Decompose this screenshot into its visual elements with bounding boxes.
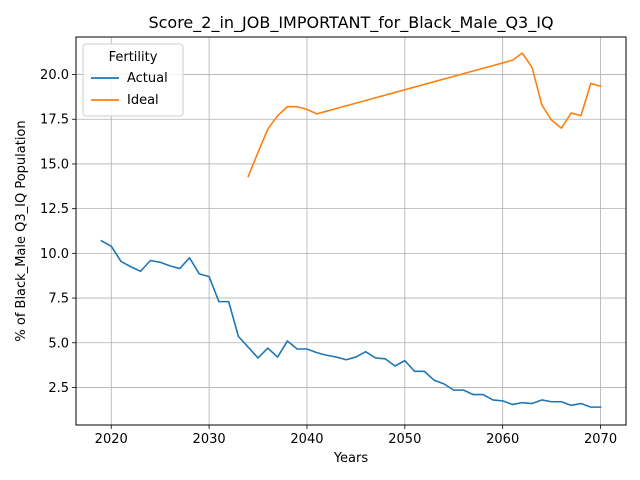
legend-label-actual: Actual	[127, 71, 168, 86]
x-tick-label: 2020	[95, 432, 128, 447]
y-tick-label: 10.0	[40, 247, 69, 262]
chart-title: Score_2_in_JOB_IMPORTANT_for_Black_Male_…	[148, 13, 553, 33]
x-axis-label: Years	[333, 451, 369, 466]
y-tick-label: 7.5	[48, 292, 69, 307]
y-tick-label: 5.0	[48, 336, 69, 351]
y-tick-label: 17.5	[40, 113, 69, 128]
x-tick-label: 2060	[486, 432, 519, 447]
plot-area-frame	[75, 36, 627, 426]
y-tick-label: 12.5	[40, 202, 69, 217]
legend-items: Actual Ideal	[91, 71, 168, 108]
series-lines	[100, 52, 602, 408]
series-line-actual	[100, 239, 602, 408]
legend-box	[82, 43, 184, 117]
series-line-ideal	[247, 52, 602, 178]
x-tick-label: 2070	[584, 432, 617, 447]
y-tick-label: 20.0	[40, 68, 69, 83]
axis-ticks: 2020 2030 2040 2050 2060 2070 2.5 5.0 7.5 10.0 12.…	[40, 68, 617, 447]
y-axis-label: % of Black_Male Q3_IQ Population	[14, 120, 29, 341]
legend-label-ideal: Ideal	[127, 93, 159, 108]
x-tick-label: 2030	[193, 432, 226, 447]
y-tick-label: 2.5	[48, 381, 69, 396]
x-tick-label: 2050	[388, 432, 421, 447]
legend-title: Fertility	[109, 50, 158, 65]
x-tick-label: 2040	[290, 432, 323, 447]
y-tick-label: 15.0	[40, 157, 69, 172]
legend: Fertility Actual Ideal	[82, 43, 184, 117]
